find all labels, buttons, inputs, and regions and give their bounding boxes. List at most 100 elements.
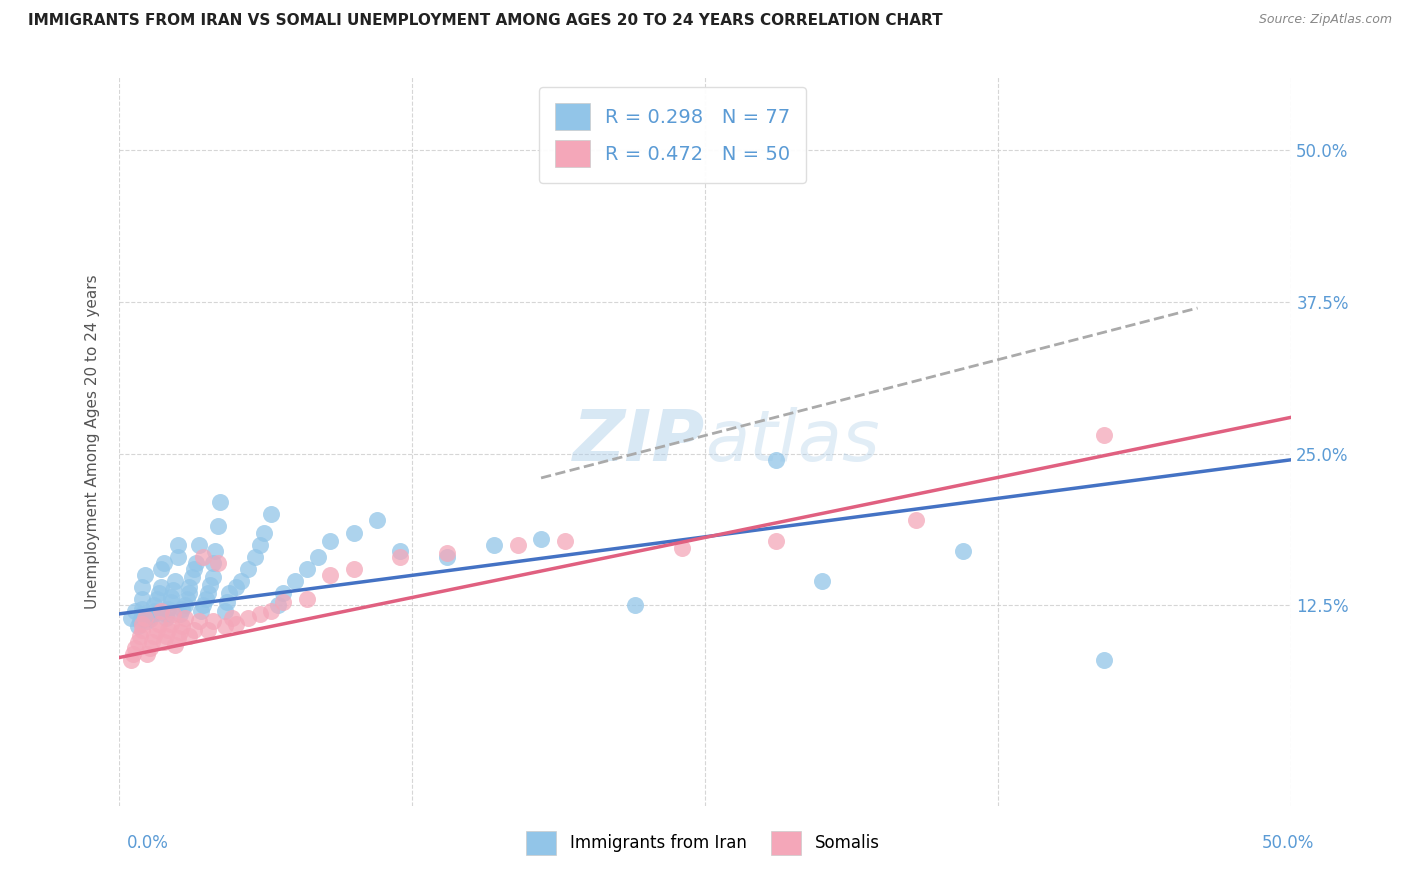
- Point: [169, 607, 191, 621]
- Point: [197, 586, 219, 600]
- Point: [260, 508, 283, 522]
- Point: [204, 543, 226, 558]
- Point: [131, 592, 153, 607]
- Point: [124, 604, 146, 618]
- Point: [187, 614, 209, 628]
- Point: [342, 562, 364, 576]
- Point: [165, 639, 187, 653]
- Point: [249, 538, 271, 552]
- Point: [214, 619, 236, 633]
- Point: [166, 538, 188, 552]
- Point: [145, 623, 167, 637]
- Point: [284, 574, 307, 588]
- Point: [436, 546, 458, 560]
- Point: [193, 599, 215, 613]
- Point: [201, 556, 224, 570]
- Text: ZIP: ZIP: [572, 407, 706, 476]
- Point: [319, 534, 342, 549]
- Point: [173, 610, 195, 624]
- Point: [136, 647, 159, 661]
- Point: [173, 599, 195, 613]
- Point: [143, 629, 166, 643]
- Point: [765, 452, 787, 467]
- Point: [124, 640, 146, 655]
- Point: [148, 586, 170, 600]
- Point: [952, 543, 974, 558]
- Point: [389, 543, 412, 558]
- Point: [183, 562, 205, 576]
- Point: [243, 549, 266, 564]
- Point: [186, 556, 208, 570]
- Point: [319, 568, 342, 582]
- Point: [179, 629, 201, 643]
- Point: [221, 610, 243, 624]
- Point: [201, 614, 224, 628]
- Point: [260, 604, 283, 618]
- Point: [201, 570, 224, 584]
- Point: [179, 586, 201, 600]
- Point: [165, 574, 187, 588]
- Point: [506, 538, 529, 552]
- Point: [554, 534, 576, 549]
- Point: [138, 609, 160, 624]
- Point: [197, 623, 219, 637]
- Point: [183, 623, 205, 637]
- Point: [131, 602, 153, 616]
- Point: [129, 629, 152, 643]
- Point: [176, 592, 198, 607]
- Point: [200, 578, 222, 592]
- Point: [194, 592, 217, 607]
- Point: [143, 607, 166, 621]
- Text: Source: ZipAtlas.com: Source: ZipAtlas.com: [1258, 13, 1392, 27]
- Point: [141, 635, 163, 649]
- Point: [342, 525, 364, 540]
- Point: [155, 607, 177, 621]
- Point: [166, 631, 188, 645]
- Point: [530, 532, 553, 546]
- Point: [143, 604, 166, 618]
- Point: [207, 556, 229, 570]
- Point: [159, 616, 181, 631]
- Point: [811, 574, 834, 588]
- Legend: Immigrants from Iran, Somalis: Immigrants from Iran, Somalis: [520, 824, 886, 862]
- Point: [193, 549, 215, 564]
- Point: [143, 599, 166, 613]
- Point: [131, 610, 153, 624]
- Text: 50.0%: 50.0%: [1263, 834, 1315, 852]
- Point: [150, 604, 173, 618]
- Point: [172, 602, 194, 616]
- Point: [131, 607, 153, 621]
- Point: [148, 616, 170, 631]
- Point: [214, 604, 236, 618]
- Point: [136, 614, 159, 628]
- Point: [271, 595, 294, 609]
- Point: [169, 625, 191, 640]
- Point: [162, 607, 184, 621]
- Point: [157, 623, 180, 637]
- Point: [152, 635, 174, 649]
- Y-axis label: Unemployment Among Ages 20 to 24 years: Unemployment Among Ages 20 to 24 years: [86, 274, 100, 609]
- Point: [253, 525, 276, 540]
- Point: [159, 590, 181, 604]
- Point: [131, 580, 153, 594]
- Point: [155, 610, 177, 624]
- Text: atlas: atlas: [706, 407, 880, 476]
- Point: [1092, 653, 1115, 667]
- Point: [366, 513, 388, 527]
- Point: [225, 616, 247, 631]
- Text: 0.0%: 0.0%: [127, 834, 169, 852]
- Point: [905, 513, 928, 527]
- Point: [138, 612, 160, 626]
- Point: [190, 604, 212, 618]
- Point: [187, 538, 209, 552]
- Point: [159, 595, 181, 609]
- Point: [152, 556, 174, 570]
- Point: [671, 541, 693, 556]
- Point: [179, 580, 201, 594]
- Point: [436, 549, 458, 564]
- Point: [236, 562, 259, 576]
- Point: [131, 623, 153, 637]
- Legend: R = 0.298   N = 77, R = 0.472   N = 50: R = 0.298 N = 77, R = 0.472 N = 50: [538, 87, 806, 183]
- Point: [131, 616, 153, 631]
- Point: [218, 586, 240, 600]
